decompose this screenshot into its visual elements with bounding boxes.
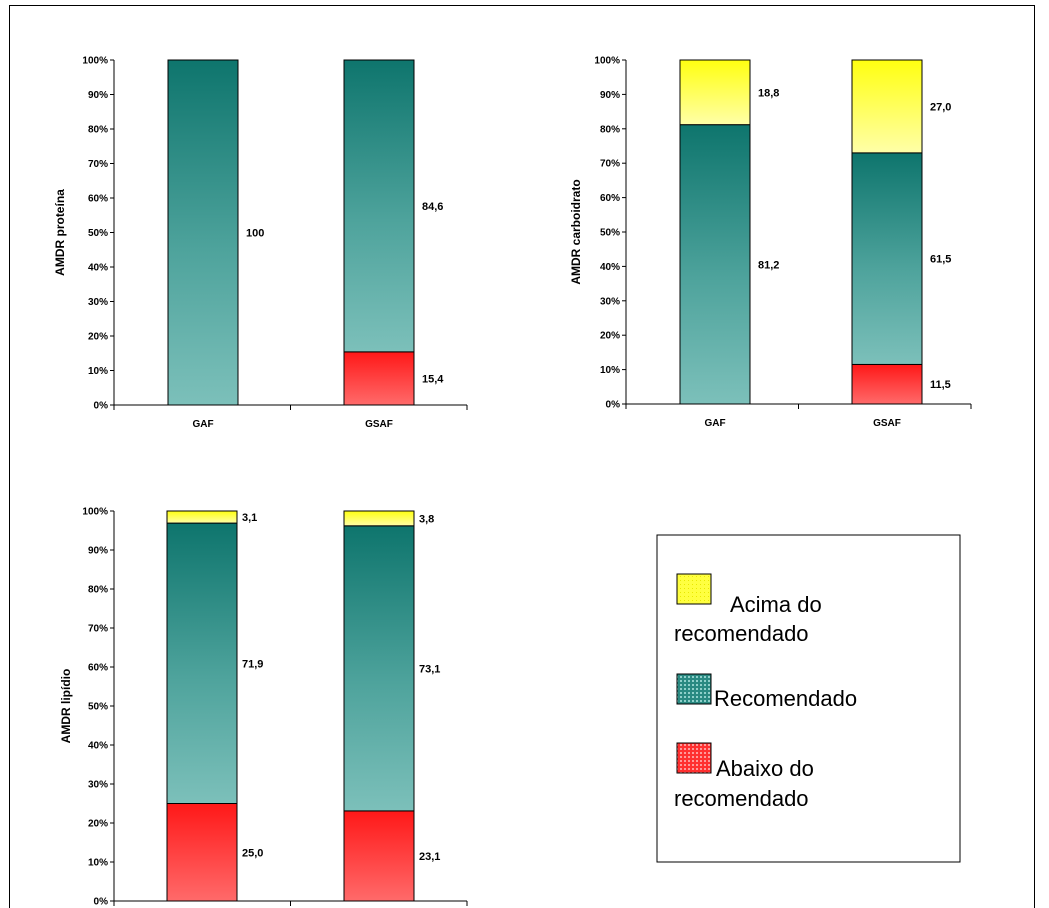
y-tick-label: 80% — [88, 125, 108, 136]
y-tick-label: 90% — [88, 546, 108, 557]
y-tick-label: 70% — [600, 159, 620, 170]
y-axis-label: AMDR proteína — [53, 189, 67, 276]
category-label: GSAF — [365, 419, 393, 430]
data-label: 71,9 — [242, 658, 263, 670]
bar-abaixo-gsaf — [343, 351, 415, 406]
data-label: 27,0 — [930, 101, 951, 113]
y-tick-label: 100% — [82, 507, 108, 518]
y-tick-label: 40% — [600, 262, 620, 273]
bar-recomendado-gsaf — [851, 152, 923, 365]
legend-label-abaixo-2: recomendado — [674, 786, 809, 811]
y-tick-label: 30% — [600, 296, 620, 307]
y-tick-label: 70% — [88, 624, 108, 635]
legend-label-recomendado: Recomendado — [714, 686, 857, 711]
y-tick-label: 0% — [94, 401, 109, 412]
y-tick-label: 70% — [88, 159, 108, 170]
data-label: 84,6 — [422, 201, 443, 213]
data-label: 81,2 — [758, 259, 779, 271]
y-tick-label: 40% — [88, 741, 108, 752]
chart-2: 0% 10% 20% 30% 40% 50% 60% 70% 80% 90% 100% AMDR li… — [59, 507, 468, 908]
y-axis-label: AMDR lipídio — [59, 669, 73, 744]
y-tick-label: 50% — [600, 228, 620, 239]
y-tick-label: 90% — [600, 90, 620, 101]
y-tick-label: 60% — [88, 194, 108, 205]
y-tick-label: 10% — [600, 365, 620, 376]
data-label: 3,1 — [242, 512, 257, 524]
bar-acima-gsaf — [851, 59, 923, 154]
data-label: 73,1 — [419, 663, 440, 675]
y-tick-label: 20% — [600, 331, 620, 342]
data-label: 18,8 — [758, 87, 779, 99]
bar-abaixo-gsaf — [343, 810, 415, 902]
y-tick-label: 20% — [88, 819, 108, 830]
y-tick-label: 20% — [88, 332, 108, 343]
y-tick-label: 0% — [606, 400, 621, 411]
red-swatch-icon — [676, 742, 712, 774]
bar-abaixo-gsaf — [851, 363, 923, 405]
y-tick-label: 0% — [94, 897, 109, 908]
y-tick-label: 50% — [88, 228, 108, 239]
category-label: GAF — [192, 419, 213, 430]
data-label: 100 — [246, 228, 264, 240]
legend: Acima do recomendado Recomendado Abaixo … — [656, 534, 961, 863]
figure-frame — [9, 5, 1035, 908]
data-label: 11,5 — [930, 379, 951, 391]
bar-acima-gaf — [679, 59, 751, 126]
y-tick-label: 100% — [82, 56, 108, 67]
y-tick-label: 90% — [88, 90, 108, 101]
data-label: 23,1 — [419, 851, 440, 863]
yellow-swatch-icon — [676, 573, 712, 605]
chart-0: 0% 10% 20% 30% 40% 50% 60% 70% 80% 90% 100% AMDR pr… — [53, 56, 468, 430]
category-label: GSAF — [873, 418, 901, 429]
bar-recomendado-gsaf — [343, 59, 415, 353]
teal-swatch-icon — [676, 673, 712, 705]
y-tick-label: 60% — [600, 193, 620, 204]
y-tick-label: 40% — [88, 263, 108, 274]
y-tick-label: 30% — [88, 780, 108, 791]
data-label: 25,0 — [242, 847, 263, 859]
bar-recomendado-gaf — [166, 522, 238, 805]
y-tick-label: 30% — [88, 297, 108, 308]
bar-recomendado-gsaf — [343, 525, 415, 812]
y-tick-label: 80% — [88, 585, 108, 596]
data-label: 61,5 — [930, 254, 951, 266]
legend-label-acima-2: recomendado — [674, 621, 809, 646]
y-tick-label: 10% — [88, 366, 108, 377]
y-tick-label: 10% — [88, 858, 108, 869]
data-label: 3,8 — [419, 513, 434, 525]
y-tick-label: 50% — [88, 702, 108, 713]
chart-1: 0% 10% 20% 30% 40% 50% 60% 70% 80% 90% 100% AMDR ca… — [569, 56, 972, 429]
bar-acima-gaf — [166, 510, 238, 524]
bar-recomendado-gaf — [679, 124, 751, 405]
data-label: 15,4 — [422, 373, 444, 385]
y-axis-label: AMDR carboidrato — [569, 179, 583, 284]
y-tick-label: 80% — [600, 124, 620, 135]
bar-recomendado-gaf — [167, 59, 239, 406]
legend-label-abaixo-1: Abaixo do — [716, 756, 814, 781]
legend-label-acima-1: Acima do — [730, 592, 822, 617]
y-tick-label: 100% — [594, 56, 620, 67]
y-tick-label: 60% — [88, 663, 108, 674]
bar-abaixo-gaf — [166, 803, 238, 902]
category-label: GAF — [704, 418, 725, 429]
bar-acima-gsaf — [343, 510, 415, 527]
